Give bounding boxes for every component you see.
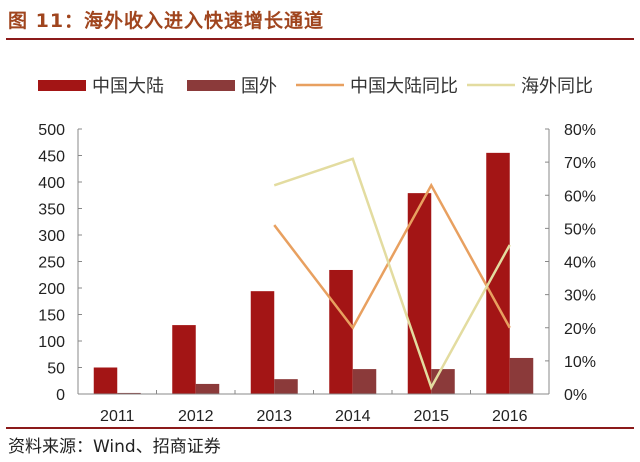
right-axis-tick-label: 20% bbox=[564, 321, 596, 338]
legend-label: 中国大陆同比 bbox=[350, 76, 458, 96]
legend-label: 国外 bbox=[241, 76, 277, 96]
left-axis-tick-label: 450 bbox=[38, 149, 65, 166]
left-axis-tick-label: 0 bbox=[56, 387, 65, 404]
x-axis-tick-label: 2013 bbox=[256, 408, 292, 425]
x-axis-tick-label: 2016 bbox=[492, 408, 528, 425]
legend-label: 中国大陆 bbox=[92, 76, 164, 96]
right-axis-tick-label: 50% bbox=[564, 221, 596, 238]
left-axis-tick-label: 300 bbox=[38, 228, 65, 245]
bar-mainland-2014 bbox=[329, 269, 353, 394]
x-axis-tick-label: 2014 bbox=[335, 408, 371, 425]
bar-overseas-2016 bbox=[509, 357, 534, 394]
lines bbox=[273, 157, 511, 391]
left-axis-tick-label: 500 bbox=[38, 122, 65, 139]
left-axis-tick-label: 200 bbox=[38, 281, 65, 298]
legend-swatch bbox=[38, 80, 86, 91]
left-axis-tick-label: 150 bbox=[38, 308, 65, 325]
left-axis-tick-label: 350 bbox=[38, 202, 65, 219]
right-axis-tick-label: 80% bbox=[564, 122, 596, 139]
right-axis-tick-label: 40% bbox=[564, 255, 596, 272]
legend-label: 海外同比 bbox=[521, 76, 593, 96]
left-axis-tick-label: 250 bbox=[38, 255, 65, 272]
chart: 中国大陆 国外 中国大陆同比 海外同比 0 50 100 150 200 250 300 350 40… bbox=[38, 76, 596, 425]
bar-overseas-2011 bbox=[117, 392, 141, 394]
bar-mainland-2011 bbox=[93, 367, 118, 394]
footer-divider bbox=[6, 427, 634, 429]
right-axis-tick-label: 30% bbox=[564, 288, 596, 305]
x-axis-tick-label: 2011 bbox=[100, 408, 135, 425]
right-axis-tick-label: 10% bbox=[564, 354, 596, 371]
bar-overseas-2014 bbox=[352, 369, 377, 394]
right-axis-tick-label: 0% bbox=[564, 387, 587, 404]
x-axis-tick-label: 2012 bbox=[178, 408, 214, 425]
title-divider bbox=[6, 38, 634, 40]
x-axis-tick-label: 2015 bbox=[413, 408, 449, 425]
bar-mainland-2013 bbox=[250, 291, 275, 394]
right-axis: 0% 10% 20% 30% 40% 50% 60% 70% 80% bbox=[545, 122, 596, 404]
left-axis-tick-label: 50 bbox=[47, 361, 65, 378]
bar-mainland-2012 bbox=[172, 325, 196, 394]
left-axis: 0 50 100 150 200 250 300 350 400 450 500 bbox=[38, 122, 82, 404]
line-mainland-yoy bbox=[273, 182, 511, 331]
left-axis-tick-label: 100 bbox=[38, 334, 65, 351]
line-overseas-yoy bbox=[273, 157, 511, 391]
right-axis-tick-label: 60% bbox=[564, 188, 596, 205]
bar-overseas-2012 bbox=[195, 383, 220, 394]
bar-overseas-2013 bbox=[274, 379, 298, 394]
bars bbox=[93, 152, 534, 394]
right-axis-tick-label: 70% bbox=[564, 155, 596, 172]
bar-mainland-2016 bbox=[486, 152, 510, 394]
left-axis-tick-label: 400 bbox=[38, 175, 65, 192]
legend: 中国大陆 国外 中国大陆同比 海外同比 bbox=[38, 76, 593, 96]
x-axis: 2011 2012 2013 2014 2015 2016 bbox=[78, 390, 549, 425]
figure-title: 图 11：海外收入进入快速增长通道 bbox=[8, 10, 325, 32]
source-note: 资料来源：Wind、招商证券 bbox=[8, 437, 221, 457]
legend-swatch bbox=[187, 80, 235, 91]
bar-mainland-2015 bbox=[407, 193, 432, 394]
